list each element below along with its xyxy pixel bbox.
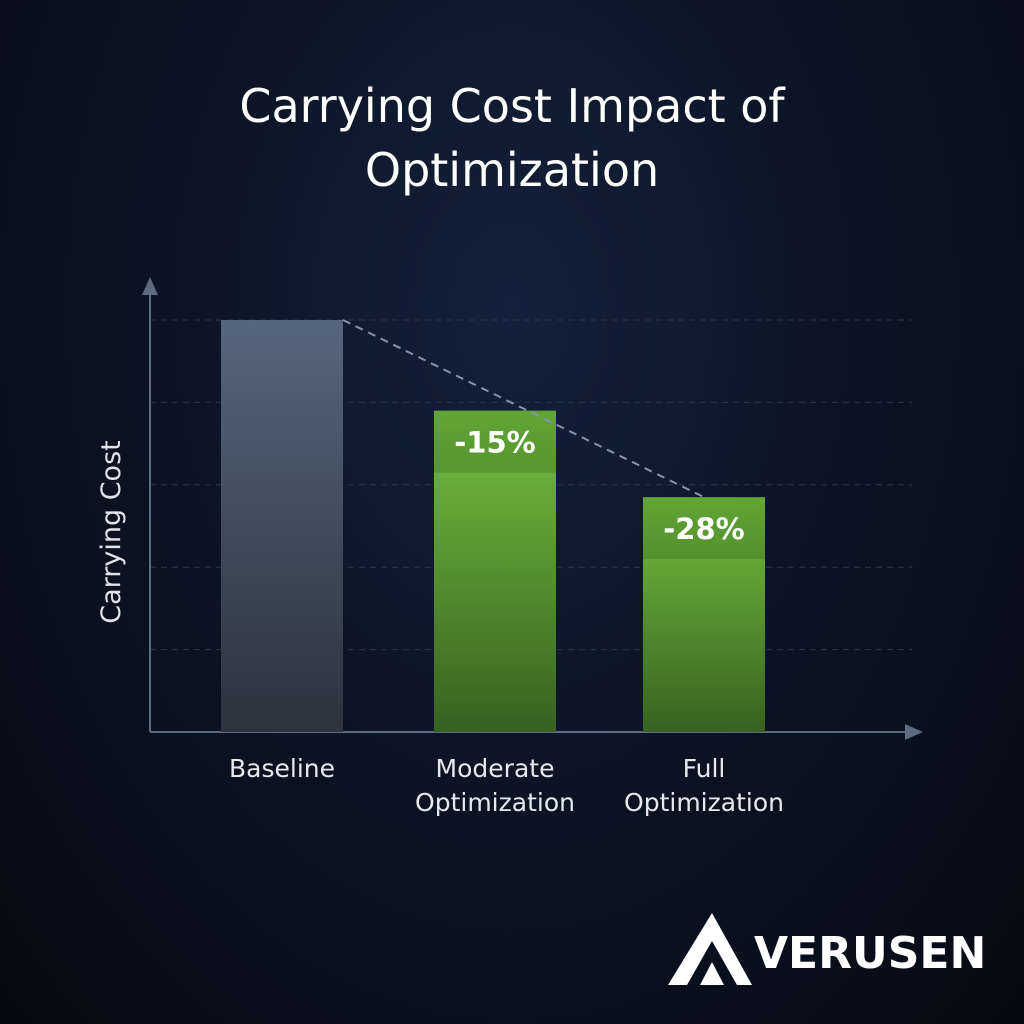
y-axis-label: Carrying Cost xyxy=(96,440,127,623)
bar-shade xyxy=(221,320,343,732)
x-tick-label: Baseline xyxy=(229,754,335,783)
chart-title: Carrying Cost Impact of Optimization xyxy=(239,79,785,197)
brand-name: VERUSEN xyxy=(754,928,986,979)
x-tick-label: Full Optimization xyxy=(624,754,784,817)
bar-label-band xyxy=(434,410,556,473)
bar-label: -15% xyxy=(454,426,535,460)
trend-line xyxy=(342,319,705,499)
bar-label-band xyxy=(643,497,765,560)
brand-logo: VERUSEN xyxy=(668,913,986,985)
bar-shade xyxy=(643,497,765,732)
x-tick-label: Moderate Optimization xyxy=(415,754,575,817)
logo-icon xyxy=(668,913,752,985)
bar-label: -28% xyxy=(663,512,744,546)
bar-shade xyxy=(434,410,556,732)
